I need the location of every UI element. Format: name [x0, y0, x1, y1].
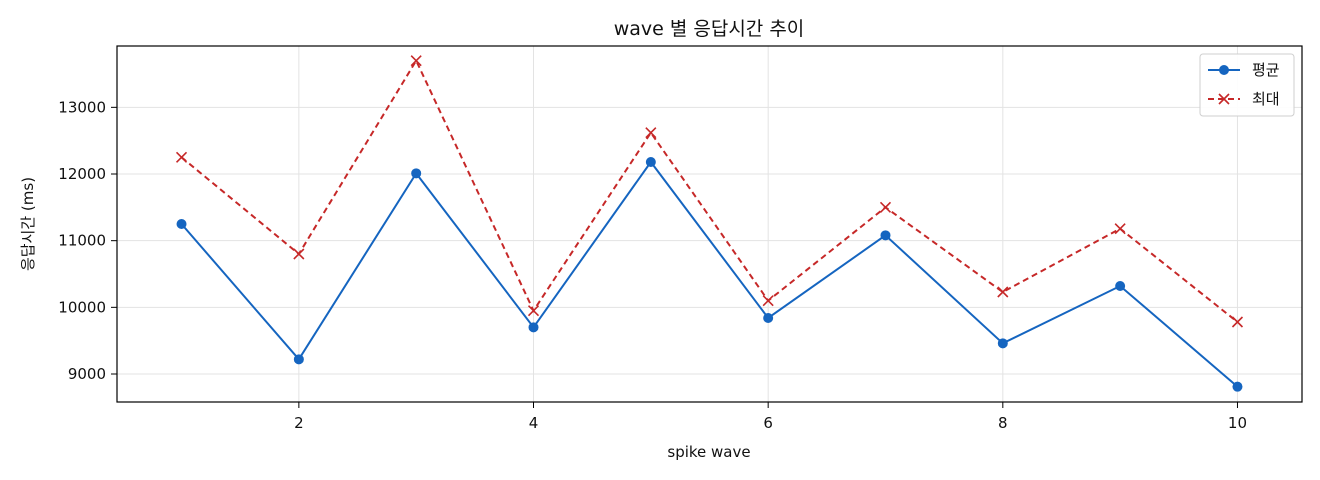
y-tick-label: 9000 — [68, 365, 106, 383]
series-line — [180, 58, 1239, 323]
x-tick-label: 8 — [998, 414, 1008, 432]
y-tick-label: 10000 — [58, 298, 106, 316]
chart-title: wave 별 응답시간 추이 — [614, 18, 805, 40]
x-axis-ticks: 2 4 6 8 10 — [294, 402, 1247, 432]
data-point — [879, 201, 892, 213]
data-point — [176, 219, 187, 229]
series-layer — [175, 55, 1244, 392]
data-point — [1115, 281, 1126, 291]
y-tick-label: 12000 — [58, 165, 106, 183]
data-point — [1114, 223, 1126, 235]
plot-area — [116, 45, 1303, 403]
data-point — [411, 168, 422, 179]
legend-marker — [1218, 93, 1230, 105]
x-tick-label: 4 — [529, 414, 539, 432]
data-point — [1231, 316, 1244, 328]
series-2 — [175, 55, 1244, 328]
data-point — [1232, 381, 1243, 392]
data-point — [997, 338, 1008, 349]
data-point — [293, 248, 305, 260]
x-tick-label: 6 — [763, 414, 773, 432]
legend-label: 평균 — [1252, 61, 1280, 79]
data-point — [645, 157, 656, 167]
data-point — [528, 322, 539, 333]
legend-marker — [1219, 65, 1229, 75]
data-point — [762, 295, 774, 307]
data-point — [880, 230, 891, 241]
data-point — [293, 354, 304, 365]
y-tick-label: 13000 — [58, 98, 106, 116]
x-tick-label: 2 — [294, 414, 304, 432]
data-point — [410, 55, 422, 67]
grid-lines — [117, 46, 1302, 402]
legend-box — [1199, 53, 1295, 117]
y-tick-label: 11000 — [58, 232, 106, 250]
data-point — [997, 286, 1009, 298]
data-point — [175, 151, 188, 163]
x-tick-label: 10 — [1228, 414, 1247, 432]
legend-label: 최대 — [1252, 90, 1280, 108]
data-point — [645, 127, 657, 139]
series-1 — [176, 157, 1243, 392]
series-line — [180, 160, 1239, 388]
y-axis-label: 응답시간 (ms) — [19, 177, 37, 271]
y-axis-ticks: 9000 10000 11000 12000 13000 — [58, 98, 117, 383]
data-point — [527, 305, 540, 317]
x-axis-label: spike wave — [667, 443, 750, 461]
data-point — [763, 313, 774, 323]
